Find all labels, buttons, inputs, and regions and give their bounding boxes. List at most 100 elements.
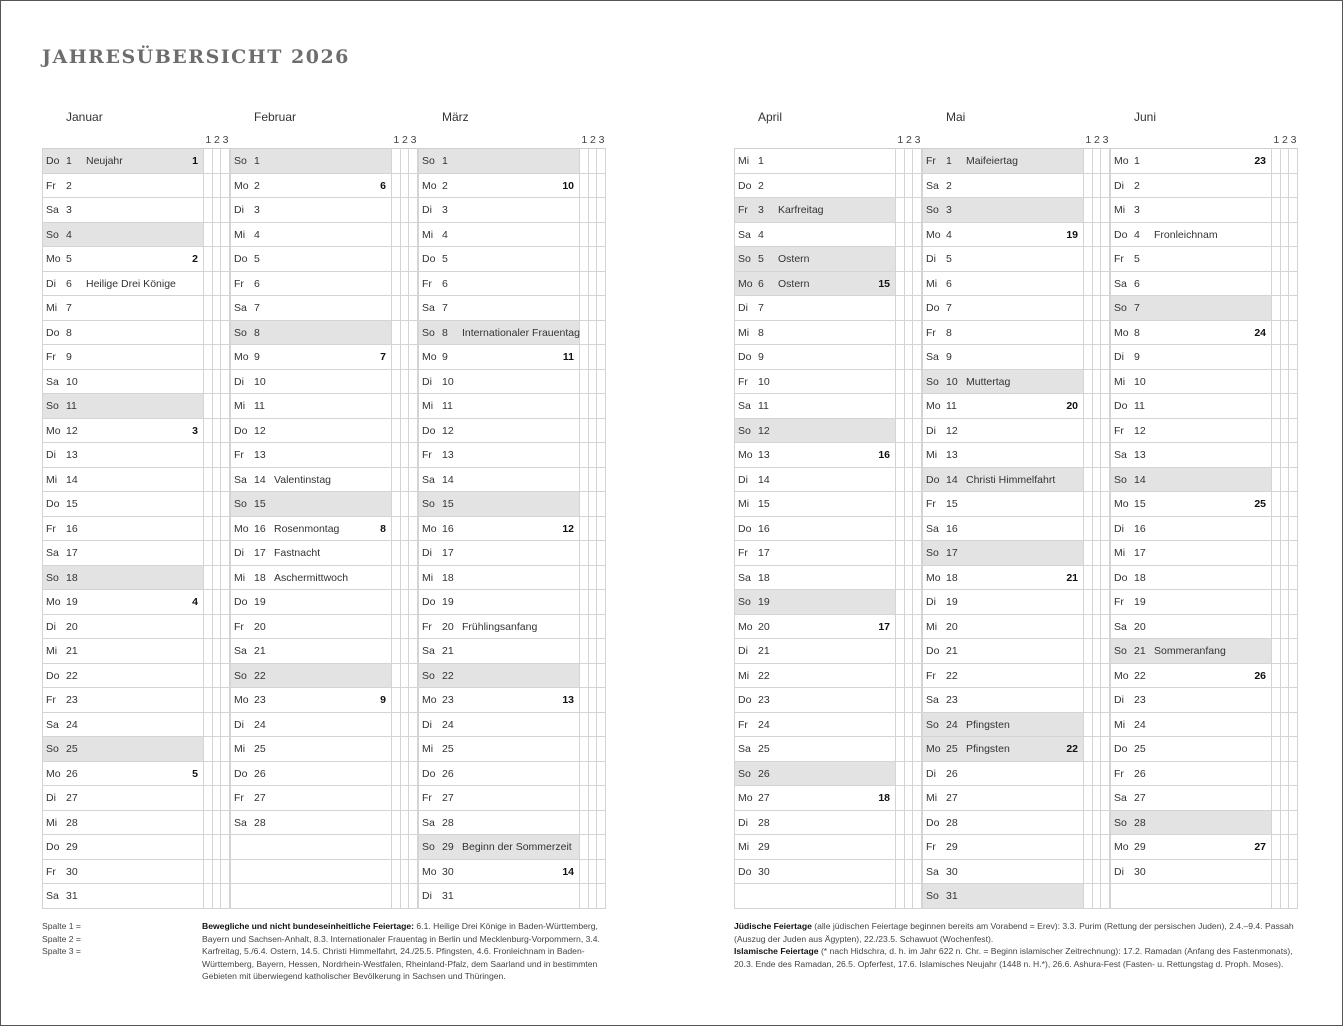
day-row[interactable]: Mo 13 16 (734, 443, 922, 468)
extra-column-cell[interactable] (589, 443, 598, 467)
day-row[interactable]: Fr 12 (1110, 418, 1298, 443)
extra-column-cell[interactable] (580, 296, 589, 320)
extra-column-cell[interactable] (597, 712, 606, 736)
extra-column-cell[interactable] (401, 418, 410, 442)
extra-column-cell[interactable] (1272, 149, 1281, 173)
extra-column-cell[interactable] (409, 761, 418, 785)
extra-column-cell[interactable] (580, 786, 589, 810)
extra-column-cell[interactable] (580, 688, 589, 712)
extra-column-cell[interactable] (221, 418, 230, 442)
extra-column-cell[interactable] (580, 394, 589, 418)
day-row[interactable]: Mo 2 6 (230, 173, 418, 198)
day-row[interactable]: So 11 (42, 394, 230, 419)
day-row[interactable]: Di 26 (922, 761, 1110, 786)
extra-column-cell[interactable] (905, 712, 914, 736)
extra-column-cell[interactable] (221, 737, 230, 761)
day-row[interactable]: Do 7 (922, 296, 1110, 321)
extra-column-cell[interactable] (913, 320, 922, 344)
extra-column-cell[interactable] (1289, 369, 1298, 393)
extra-column-cell[interactable] (1289, 198, 1298, 222)
extra-column-cell[interactable] (204, 639, 213, 663)
extra-column-cell[interactable] (1093, 835, 1102, 859)
extra-column-cell[interactable] (589, 149, 598, 173)
extra-column-cell[interactable] (1093, 663, 1102, 687)
extra-column-cell[interactable] (392, 369, 401, 393)
extra-column-cell[interactable] (1084, 173, 1093, 197)
day-row[interactable]: Mo 9 7 (230, 345, 418, 370)
extra-column-cell[interactable] (896, 394, 905, 418)
extra-column-cell[interactable] (1281, 369, 1290, 393)
day-row[interactable]: Di 3 (418, 198, 606, 223)
extra-column-cell[interactable] (1272, 761, 1281, 785)
day-row[interactable]: So 3 (922, 198, 1110, 223)
extra-column-cell[interactable] (597, 884, 606, 908)
extra-column-cell[interactable] (597, 443, 606, 467)
day-row[interactable]: Mo 5 2 (42, 247, 230, 272)
extra-column-cell[interactable] (597, 222, 606, 246)
extra-column-cell[interactable] (1281, 320, 1290, 344)
extra-column-cell[interactable] (1084, 516, 1093, 540)
day-row[interactable] (230, 859, 418, 884)
extra-column-cell[interactable] (905, 345, 914, 369)
day-row[interactable]: Do 14 Christi Himmelfahrt (922, 467, 1110, 492)
extra-column-cell[interactable] (204, 786, 213, 810)
extra-column-cell[interactable] (392, 247, 401, 271)
extra-column-cell[interactable] (1281, 859, 1290, 883)
extra-column-cell[interactable] (905, 614, 914, 638)
extra-column-cell[interactable] (213, 639, 222, 663)
extra-column-cell[interactable] (913, 345, 922, 369)
extra-column-cell[interactable] (1272, 712, 1281, 736)
day-row[interactable]: Do 19 (418, 590, 606, 615)
extra-column-cell[interactable] (1289, 786, 1298, 810)
extra-column-cell[interactable] (1084, 541, 1093, 565)
extra-column-cell[interactable] (589, 810, 598, 834)
extra-column-cell[interactable] (401, 467, 410, 491)
extra-column-cell[interactable] (1289, 320, 1298, 344)
extra-column-cell[interactable] (589, 345, 598, 369)
extra-column-cell[interactable] (1272, 394, 1281, 418)
extra-column-cell[interactable] (1084, 859, 1093, 883)
day-row[interactable]: Sa 17 (42, 541, 230, 566)
extra-column-cell[interactable] (597, 492, 606, 516)
extra-column-cell[interactable] (1093, 614, 1102, 638)
extra-column-cell[interactable] (580, 590, 589, 614)
extra-column-cell[interactable] (392, 345, 401, 369)
day-row[interactable]: Do 4 Fronleichnam (1110, 222, 1298, 247)
extra-column-cell[interactable] (589, 541, 598, 565)
extra-column-cell[interactable] (409, 418, 418, 442)
extra-column-cell[interactable] (589, 271, 598, 295)
day-row[interactable]: Mi 11 (230, 394, 418, 419)
extra-column-cell[interactable] (1084, 467, 1093, 491)
extra-column-cell[interactable] (1093, 320, 1102, 344)
extra-column-cell[interactable] (1281, 663, 1290, 687)
extra-column-cell[interactable] (905, 835, 914, 859)
day-row[interactable]: So 19 (734, 590, 922, 615)
extra-column-cell[interactable] (580, 565, 589, 589)
extra-column-cell[interactable] (204, 222, 213, 246)
extra-column-cell[interactable] (401, 443, 410, 467)
extra-column-cell[interactable] (221, 247, 230, 271)
extra-column-cell[interactable] (1281, 639, 1290, 663)
extra-column-cell[interactable] (1289, 614, 1298, 638)
extra-column-cell[interactable] (905, 516, 914, 540)
day-row[interactable]: Mo 6 Ostern 15 (734, 271, 922, 296)
day-row[interactable]: Mi 14 (42, 467, 230, 492)
extra-column-cell[interactable] (589, 688, 598, 712)
extra-column-cell[interactable] (221, 590, 230, 614)
extra-column-cell[interactable] (896, 712, 905, 736)
extra-column-cell[interactable] (1093, 859, 1102, 883)
extra-column-cell[interactable] (896, 786, 905, 810)
day-row[interactable]: Mi 20 (922, 614, 1110, 639)
extra-column-cell[interactable] (401, 884, 410, 908)
extra-column-cell[interactable] (1281, 222, 1290, 246)
extra-column-cell[interactable] (1084, 786, 1093, 810)
extra-column-cell[interactable] (1101, 859, 1110, 883)
day-row[interactable]: Do 12 (418, 418, 606, 443)
extra-column-cell[interactable] (392, 663, 401, 687)
day-row[interactable]: Mo 19 4 (42, 590, 230, 615)
extra-column-cell[interactable] (204, 467, 213, 491)
extra-column-cell[interactable] (204, 394, 213, 418)
extra-column-cell[interactable] (913, 884, 922, 908)
extra-column-cell[interactable] (597, 173, 606, 197)
extra-column-cell[interactable] (597, 198, 606, 222)
